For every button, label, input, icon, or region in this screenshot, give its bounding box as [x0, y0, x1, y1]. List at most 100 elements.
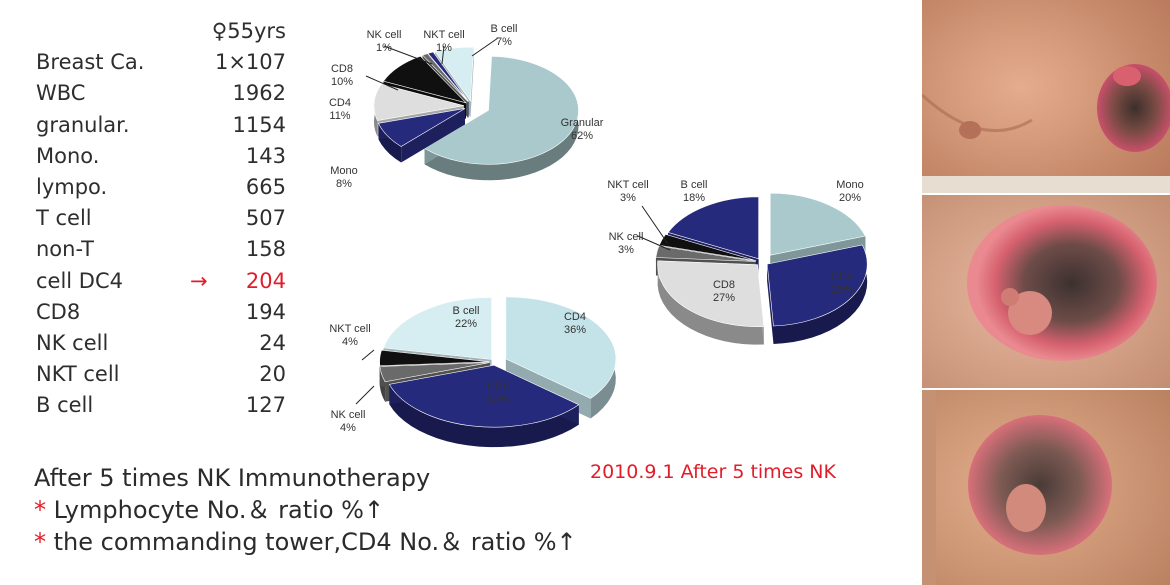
row-label: Mono. [36, 143, 100, 168]
table-row: T cell 507 [36, 203, 286, 234]
arrow-right-icon: → [190, 268, 208, 293]
pie-slice-cd8 [657, 260, 765, 345]
slice-value-label: 8% [336, 178, 352, 190]
row-value: 20 [259, 362, 286, 387]
row-value: 143 [245, 143, 286, 168]
table-row: NK cell 24 [36, 328, 286, 359]
row-label: T cell [36, 206, 92, 231]
slice-value-label: 7% [496, 36, 512, 48]
leader-line [383, 45, 433, 65]
table-row: CD8 194 [36, 297, 286, 328]
note-cd4: * the commanding tower,CD4 No.＆ ratio %↑ [34, 526, 654, 558]
note-title: After 5 times NK Immunotherapy [34, 464, 431, 492]
leader-line [637, 235, 671, 251]
slice-value-label: 3% [618, 244, 634, 256]
slice-value-label: 4% [340, 422, 356, 434]
slice-label: B cell [453, 305, 480, 317]
slice-label: Granular [561, 117, 604, 129]
slice-label: Mono [330, 165, 358, 177]
row-value: 158 [245, 237, 286, 262]
table-row: Mono. 143 [36, 141, 286, 172]
summary-notes: After 5 times NK Immunotherapy * Lymphoc… [34, 462, 654, 558]
slice-value-label: 3% [620, 192, 636, 204]
slice-value-label: 1% [436, 42, 452, 54]
row-value: 1154 [232, 112, 286, 137]
slice-label: CD4 [329, 97, 351, 109]
slice-label: CD4 [564, 311, 586, 323]
slice-label: NKT cell [423, 29, 464, 41]
slice-label: CD8 [331, 63, 353, 75]
leader-line [365, 75, 399, 91]
photo-top [922, 0, 1170, 193]
table-header-row: ♀55yrs [36, 16, 286, 47]
slice-value-label: 10% [331, 76, 353, 88]
row-value: 204 [245, 268, 286, 293]
row-value: 1×107 [214, 50, 286, 75]
slice-value-label: 62% [571, 130, 593, 142]
note-cd4-text: the commanding tower,CD4 No.＆ ratio %↑ [46, 528, 577, 556]
note-lymphocyte: * Lymphocyte No.＆ ratio %↑ [34, 494, 654, 526]
table-row: cell DC4 → 204 [36, 266, 286, 297]
note-lymphocyte-text: Lymphocyte No.＆ ratio %↑ [46, 496, 385, 524]
slice-label: NKT cell [607, 179, 648, 191]
slice-value-label: 11% [329, 110, 350, 122]
date-caption: 2010.9.1 After 5 times NK [590, 461, 836, 483]
slice-value-label: 18% [683, 192, 705, 204]
row-value: 127 [245, 393, 286, 418]
pie-slice-cd4 [766, 244, 868, 345]
slice-value-label: 34% [487, 394, 509, 406]
slice-label: NK cell [331, 409, 366, 421]
row-label: lympo. [36, 174, 108, 199]
row-value: 24 [259, 330, 286, 355]
slice-label: NK cell [367, 29, 402, 41]
leader-line [471, 37, 499, 57]
slice-value-label: 29% [831, 284, 853, 296]
row-label: non-T [36, 237, 94, 262]
leader-line [441, 45, 445, 65]
row-value: 194 [245, 299, 286, 324]
clinical-photo-strip [922, 0, 1170, 585]
bullet-star: * [34, 528, 46, 556]
row-label: NK cell [36, 330, 109, 355]
row-label: WBC [36, 81, 86, 106]
slice-label: B cell [681, 179, 708, 191]
row-value: 665 [245, 174, 286, 199]
slice-label: B cell [491, 23, 518, 35]
leader-line [641, 205, 669, 245]
row-value: 1962 [232, 81, 286, 106]
table-row: non-T 158 [36, 234, 286, 265]
photo-middle [922, 195, 1170, 388]
lab-values-table: ♀55yrs Breast Ca. 1×107 WBC 1962 granular. 11… [36, 16, 286, 421]
table-row: NKT cell 20 [36, 359, 286, 390]
table-row: lympo. 665 [36, 172, 286, 203]
row-label: Breast Ca. [36, 50, 145, 75]
pie-slice-mono [378, 108, 466, 163]
slice-label: NK cell [609, 231, 644, 243]
pie-slice-granular [424, 56, 579, 181]
slice-value-label: 1% [376, 42, 392, 54]
row-label: CD8 [36, 299, 81, 324]
table-row: B cell 127 [36, 390, 286, 421]
row-label: granular. [36, 112, 130, 137]
table-row: granular. 1154 [36, 110, 286, 141]
slice-label: CD8 [487, 381, 509, 393]
row-label: NKT cell [36, 362, 120, 387]
slice-label: NKT cell [329, 323, 370, 335]
slice-label: CD8 [713, 279, 735, 291]
table-row: Breast Ca. 1×107 [36, 47, 286, 78]
slice-value-label: 20% [839, 192, 861, 204]
row-label: B cell [36, 393, 94, 418]
photo-bottom [922, 390, 1170, 585]
slice-value-label: 4% [342, 336, 358, 348]
slice-label: Mono [836, 179, 864, 191]
leader-line [355, 385, 375, 405]
pie-slice-cd8 [388, 364, 580, 448]
patient-header: ♀55yrs [211, 19, 286, 43]
slice-value-label: 27% [713, 292, 735, 304]
bullet-star: * [34, 496, 46, 524]
row-label: cell DC4 [36, 268, 124, 293]
slice-value-label: 22% [455, 318, 477, 330]
slice-label: CD4 [831, 271, 853, 283]
